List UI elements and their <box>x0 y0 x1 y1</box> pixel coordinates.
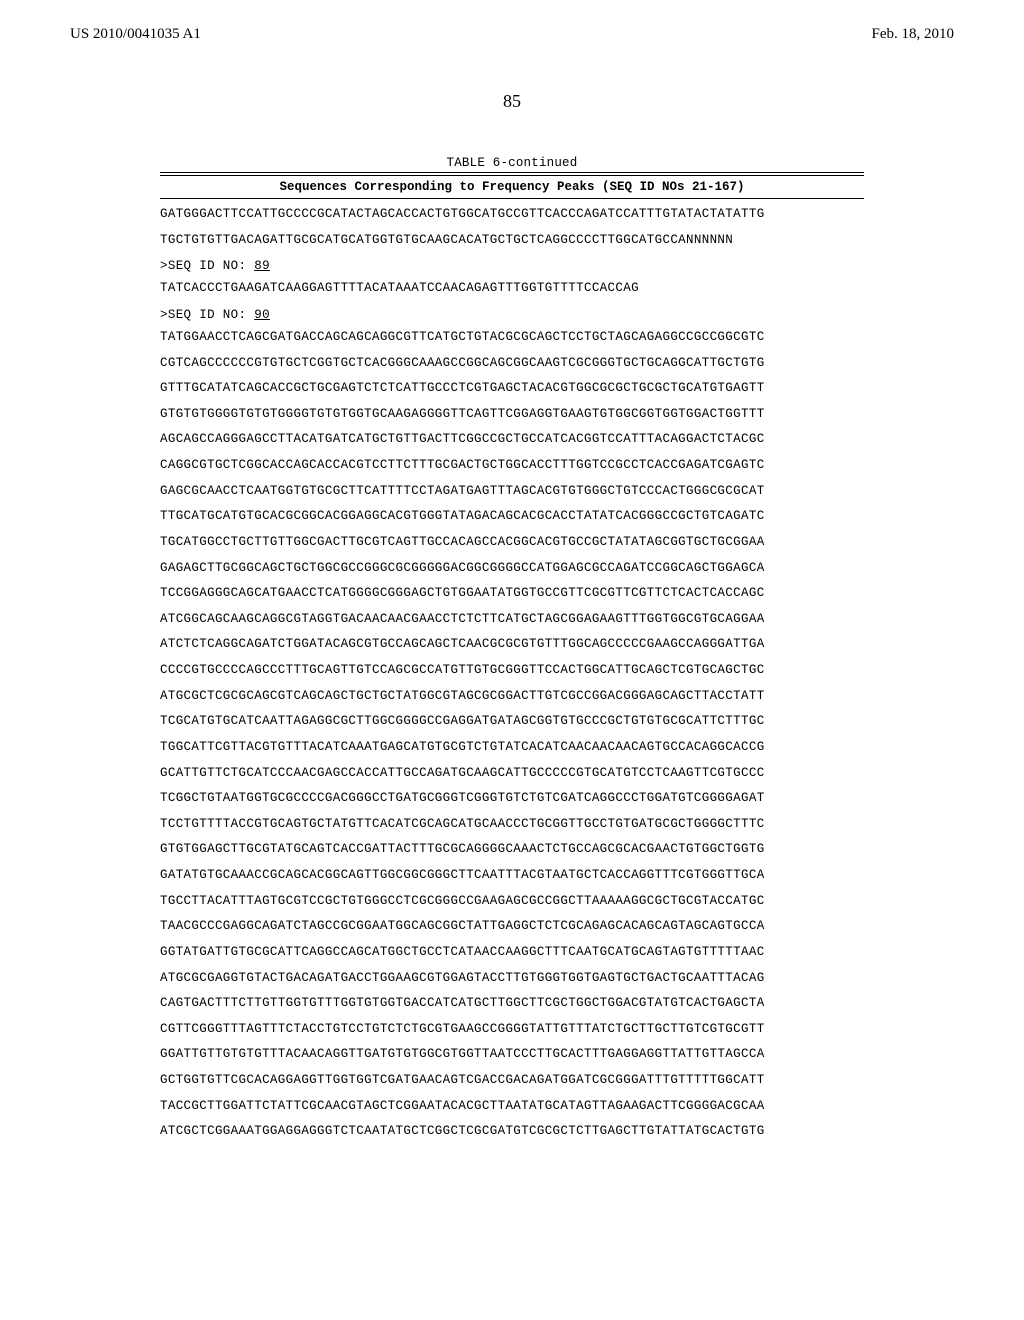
table-rule-top-2 <box>160 175 864 176</box>
page-header: US 2010/0041035 A1 Feb. 18, 2010 <box>0 0 1024 43</box>
table-title: Sequences Corresponding to Frequency Pea… <box>160 178 864 196</box>
sequence-lines: TATCACCCTGAAGATCAAGGAGTTTTACATAAATCCAACA… <box>160 276 864 302</box>
patent-number: US 2010/0041035 A1 <box>70 26 201 43</box>
page-number: 85 <box>0 91 1024 112</box>
sequence-container: GATGGGACTTCCATTGCCCCGCATACTAGCACCACTGTGG… <box>160 202 864 1145</box>
table-rule-top-1 <box>160 172 864 173</box>
table-rule-mid <box>160 198 864 199</box>
sequence-lines: GATGGGACTTCCATTGCCCCGCATACTAGCACCACTGTGG… <box>160 202 864 253</box>
table-caption: TABLE 6-continued <box>160 156 864 170</box>
seq-id-header: >SEQ ID NO: 90 <box>160 308 864 322</box>
publication-date: Feb. 18, 2010 <box>872 26 955 43</box>
seq-id-header: >SEQ ID NO: 89 <box>160 259 864 273</box>
sequence-lines: TATGGAACCTCAGCGATGACCAGCAGCAGGCGTTCATGCT… <box>160 325 864 1145</box>
sequence-table: TABLE 6-continued Sequences Correspondin… <box>0 156 1024 1145</box>
